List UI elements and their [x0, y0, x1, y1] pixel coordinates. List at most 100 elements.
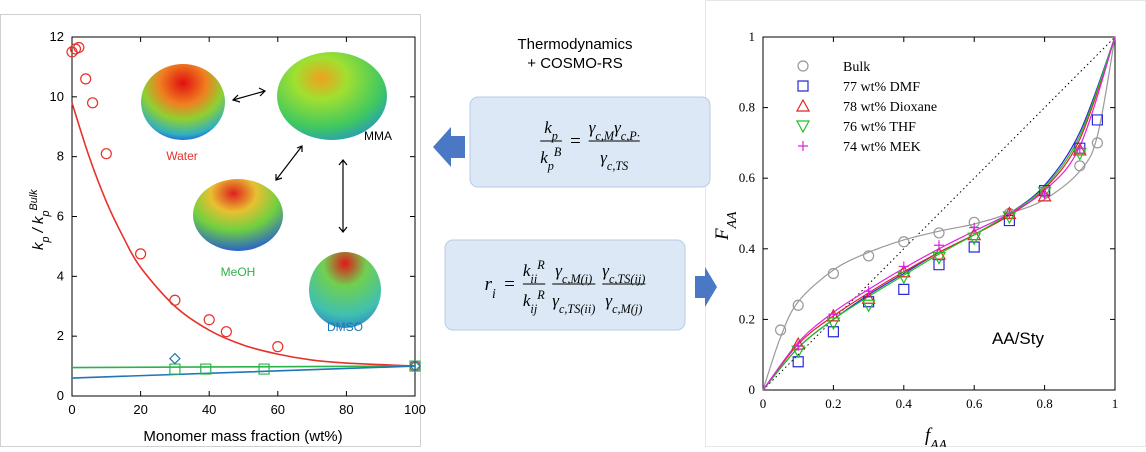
marker	[170, 354, 180, 364]
y-tick-label: 0.8	[739, 100, 755, 115]
marker	[81, 74, 91, 84]
marker	[1075, 161, 1085, 171]
x-tick-label: 0	[68, 402, 75, 417]
molecule-label: MMA	[364, 129, 392, 143]
text-part: R	[536, 258, 545, 272]
marker	[899, 284, 909, 294]
y-tick-label: 1	[749, 29, 756, 44]
x-axis-label: Monomer mass fraction (wt%)	[143, 428, 342, 445]
x-tick-label: 0	[760, 396, 767, 411]
marker	[1075, 143, 1085, 153]
water-surface	[141, 64, 225, 140]
y-tick-label: 0.6	[739, 170, 756, 185]
marker	[101, 149, 111, 159]
molecule-label: MeOH	[221, 265, 256, 279]
y-tick-label: 10	[50, 89, 64, 104]
figure: Thermodynamics + COSMO-RS kpkpB=γc,Mγc,P…	[0, 0, 1146, 447]
marker	[934, 240, 944, 250]
text-part: / k	[30, 215, 47, 237]
text-part: p	[40, 236, 52, 243]
legend-marker	[797, 100, 809, 111]
text-part: Bulk	[28, 189, 40, 211]
marker	[934, 228, 944, 238]
arrow-right	[695, 267, 717, 307]
y-tick-label: 4	[57, 268, 64, 283]
legend-marker	[798, 141, 808, 151]
legend-label: 74 wt% MEK	[843, 140, 921, 155]
text-part: F	[712, 228, 733, 241]
marker	[273, 342, 283, 352]
legend-label: Bulk	[843, 60, 870, 75]
text-part: =	[503, 274, 516, 295]
legend-marker	[797, 121, 809, 132]
marker	[259, 364, 269, 374]
x-tick-label: 40	[202, 402, 216, 417]
text-part: =	[569, 131, 582, 152]
molecule-label: DMSO	[327, 320, 363, 334]
x-tick-label: 100	[404, 402, 426, 417]
method-line-2: + COSMO-RS	[527, 55, 622, 72]
molecules	[141, 52, 387, 328]
y-tick-label: 8	[57, 149, 64, 164]
y-tick-label: 12	[50, 29, 64, 44]
formula-term: =	[503, 274, 516, 295]
text-part: R	[536, 288, 545, 302]
y-tick-label: 0.2	[739, 311, 755, 326]
x-tick-label: 1	[1112, 396, 1119, 411]
marker	[74, 42, 84, 52]
formula-text: =	[569, 131, 582, 152]
marker	[170, 295, 180, 305]
marker	[863, 300, 875, 311]
y-tick-label: 6	[57, 209, 64, 224]
molecule-label: Water	[166, 149, 198, 163]
formula-box-1	[470, 97, 710, 187]
y-tick-label: 0	[749, 382, 756, 397]
y-tick-label: 2	[57, 328, 64, 343]
diagonal	[763, 37, 1115, 390]
method-line-1: Thermodynamics	[517, 36, 632, 53]
text-part: i	[492, 286, 496, 301]
text-part: c,TS(ii)	[559, 302, 595, 316]
y-tick-label: 0	[57, 388, 64, 403]
formula-text: =	[503, 274, 516, 295]
text-part: AA	[724, 211, 739, 229]
dmso-surface	[309, 252, 381, 328]
text-part: AA	[929, 437, 947, 448]
marker	[204, 315, 214, 325]
x-tick-label: 80	[339, 402, 353, 417]
x-tick-label: 0.8	[1036, 396, 1052, 411]
x-axis-label: fAA	[925, 425, 948, 447]
marker	[1092, 138, 1102, 148]
x-tick-label: 0.4	[896, 396, 913, 411]
x-tick-label: 60	[271, 402, 285, 417]
text-part: p	[547, 159, 554, 173]
mma-surface	[277, 52, 387, 140]
text-part: ij	[530, 302, 537, 316]
annotation: AA/Sty	[992, 329, 1044, 348]
formula-term: =	[569, 131, 582, 152]
marker	[969, 223, 979, 233]
legend-marker	[798, 61, 808, 71]
meoh-surface	[193, 179, 283, 251]
legend-marker	[798, 81, 808, 91]
y-tick-label: 0.4	[739, 241, 756, 256]
text-part: c,TS	[607, 159, 628, 173]
arrow-left	[433, 127, 465, 167]
legend-label: 77 wt% DMF	[843, 80, 920, 95]
x-tick-label: 0.6	[966, 396, 983, 411]
legend-label: 78 wt% Dioxane	[843, 100, 937, 115]
x-tick-label: 0.2	[825, 396, 841, 411]
marker	[899, 237, 909, 247]
marker	[136, 249, 146, 259]
text-part: B	[554, 145, 562, 159]
legend-label: 76 wt% THF	[843, 120, 916, 135]
text-part: c,M(j)	[612, 302, 642, 316]
marker	[221, 327, 231, 337]
text-part: p	[40, 210, 52, 217]
y-axis-label: kp / kpBulk	[28, 189, 52, 250]
y-axis-label: FAA	[712, 211, 739, 241]
marker	[776, 325, 786, 335]
marker	[170, 364, 180, 374]
x-tick-label: 20	[133, 402, 147, 417]
marker	[88, 98, 98, 108]
